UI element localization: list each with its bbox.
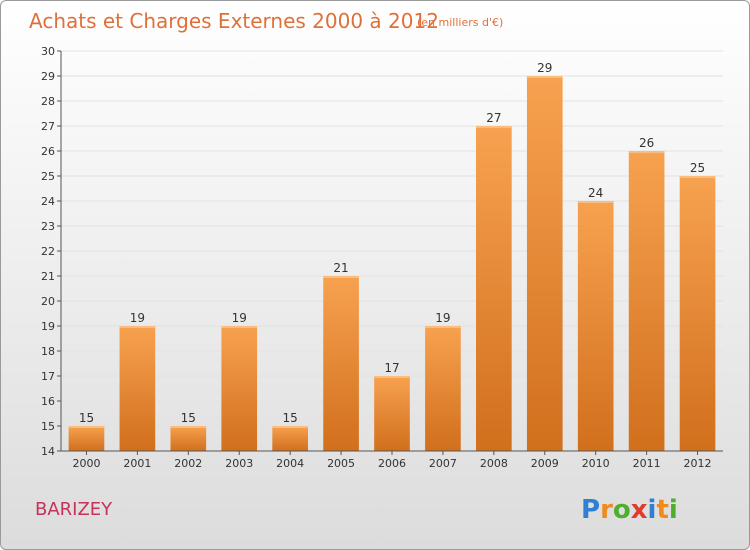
x-tick-label-2000: 2000 bbox=[72, 457, 100, 470]
bar-2009 bbox=[526, 76, 563, 451]
y-tick-label: 25 bbox=[41, 170, 55, 183]
bar-top-edge bbox=[526, 76, 563, 78]
bar-2011 bbox=[628, 151, 665, 451]
x-tick-label-2012: 2012 bbox=[684, 457, 712, 470]
gridlines bbox=[61, 50, 723, 452]
logo-letter: o bbox=[613, 495, 631, 525]
logo-letter: i bbox=[648, 495, 657, 525]
value-labels: 15 19 15 19 15 21 17 19 27 29 24 26 25 bbox=[79, 61, 705, 425]
value-label-2008: 27 bbox=[486, 111, 501, 125]
value-label-2010: 24 bbox=[588, 186, 603, 200]
logo-letter: t bbox=[656, 495, 668, 525]
y-tick-label: 20 bbox=[41, 295, 55, 308]
y-tick-label: 18 bbox=[41, 345, 55, 358]
chart-title: Achats et Charges Externes 2000 à 2012 bbox=[29, 9, 439, 33]
bar-2012 bbox=[679, 176, 716, 451]
y-tick-label: 19 bbox=[41, 320, 55, 333]
bar-2003 bbox=[221, 326, 258, 451]
y-tick-label: 24 bbox=[41, 195, 55, 208]
value-label-2004: 15 bbox=[283, 411, 298, 425]
logo-letter: P bbox=[581, 495, 600, 525]
x-tick-label-2008: 2008 bbox=[480, 457, 508, 470]
bar-2004 bbox=[272, 426, 308, 451]
y-tick-label: 29 bbox=[41, 70, 55, 83]
bar-2001 bbox=[119, 326, 156, 451]
bar-top-edge bbox=[272, 426, 308, 428]
y-tick-label: 27 bbox=[41, 120, 55, 133]
axes: 14 15 16 17 18 19 20 21 22 23 24 25 26 27 28 29 30 2000 20… bbox=[41, 45, 723, 470]
bar-2008 bbox=[476, 126, 512, 451]
bar-2005 bbox=[323, 276, 359, 451]
bars bbox=[68, 76, 716, 451]
bar-top-edge bbox=[170, 426, 207, 428]
y-tick-label: 22 bbox=[41, 245, 55, 258]
bar-top-edge bbox=[68, 426, 105, 428]
proxiti-logo: Proxiti bbox=[581, 495, 678, 525]
value-label-2009: 29 bbox=[537, 61, 552, 75]
y-tick-label: 14 bbox=[41, 445, 55, 458]
y-tick-label: 30 bbox=[41, 45, 55, 58]
commune-name: BARIZEY bbox=[35, 499, 113, 520]
bar-top-edge bbox=[374, 376, 410, 378]
value-label-2007: 19 bbox=[435, 311, 450, 325]
y-tick-label: 15 bbox=[41, 420, 55, 433]
value-label-2003: 19 bbox=[232, 311, 247, 325]
value-label-2012: 25 bbox=[690, 161, 705, 175]
bar-top-edge bbox=[119, 326, 156, 328]
bar-2006 bbox=[374, 376, 410, 451]
bar-2000 bbox=[68, 426, 105, 451]
bar-2002 bbox=[170, 426, 207, 451]
value-label-2000: 15 bbox=[79, 411, 94, 425]
bar-top-edge bbox=[476, 126, 512, 128]
bar-top-edge bbox=[323, 276, 359, 278]
x-tick-label-2002: 2002 bbox=[174, 457, 202, 470]
x-tick-label-2007: 2007 bbox=[429, 457, 457, 470]
x-tick-label-2001: 2001 bbox=[123, 457, 151, 470]
bar-top-edge bbox=[221, 326, 258, 328]
value-label-2001: 19 bbox=[130, 311, 145, 325]
y-tick-label: 23 bbox=[41, 220, 55, 233]
x-tick-label-2004: 2004 bbox=[276, 457, 304, 470]
logo-letter: x bbox=[631, 495, 648, 525]
value-label-2005: 21 bbox=[333, 261, 348, 275]
bar-2007 bbox=[425, 326, 461, 451]
y-tick-label: 16 bbox=[41, 395, 55, 408]
bar-top-edge bbox=[577, 201, 614, 203]
x-tick-label-2005: 2005 bbox=[327, 457, 355, 470]
chart-subtitle: (en milliers d'€) bbox=[417, 16, 503, 29]
x-tick-label-2011: 2011 bbox=[633, 457, 661, 470]
y-tick-label: 28 bbox=[41, 95, 55, 108]
bar-2010 bbox=[577, 201, 614, 451]
x-tick-label-2009: 2009 bbox=[531, 457, 559, 470]
y-tick-label: 26 bbox=[41, 145, 55, 158]
bar-top-edge bbox=[628, 151, 665, 153]
bar-top-edge bbox=[425, 326, 461, 328]
x-tick-label-2003: 2003 bbox=[225, 457, 253, 470]
x-tick-label-2006: 2006 bbox=[378, 457, 406, 470]
logo-letter: i bbox=[669, 495, 678, 525]
value-label-2006: 17 bbox=[384, 361, 399, 375]
x-tick-label-2010: 2010 bbox=[582, 457, 610, 470]
value-label-2011: 26 bbox=[639, 136, 654, 150]
y-tick-label: 17 bbox=[41, 370, 55, 383]
bar-top-edge bbox=[679, 176, 716, 178]
logo-letter: r bbox=[600, 495, 613, 525]
value-label-2002: 15 bbox=[181, 411, 196, 425]
y-tick-label: 21 bbox=[41, 270, 55, 283]
